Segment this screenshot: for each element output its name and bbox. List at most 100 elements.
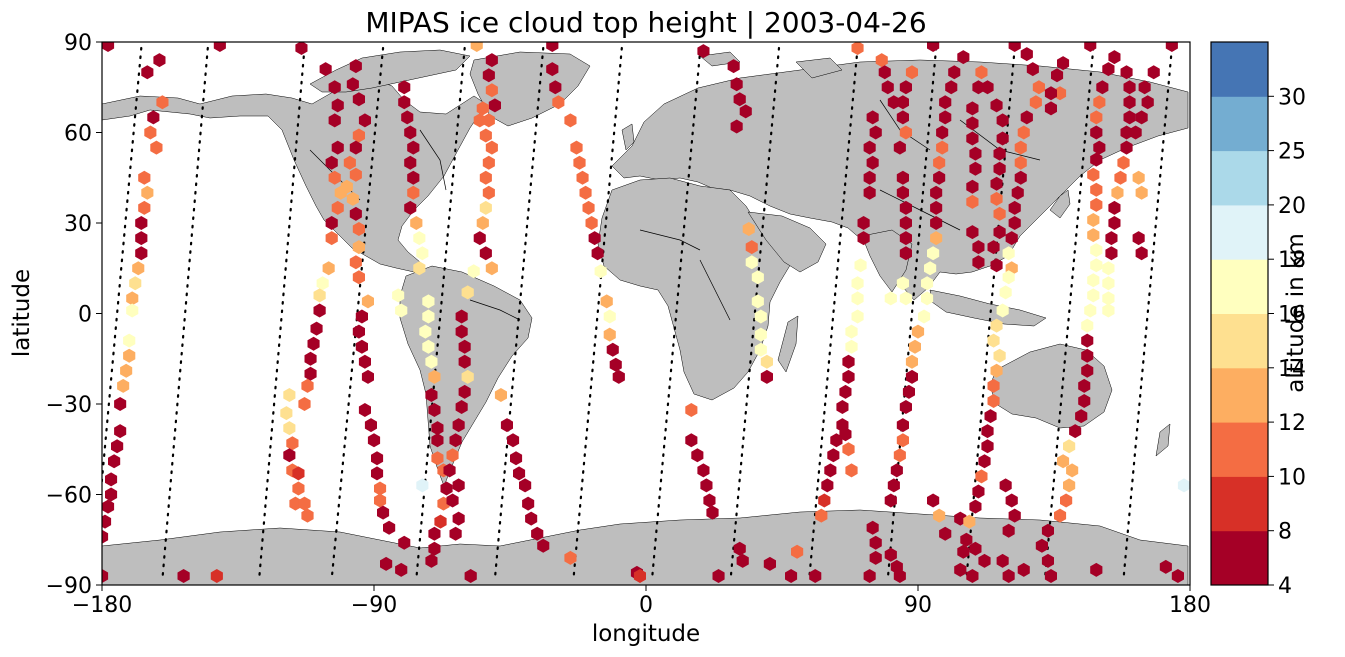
cloud-point-198	[507, 433, 520, 448]
cloud-point-183	[576, 170, 589, 185]
cloud-point-387	[1017, 125, 1030, 140]
cloud-point-448	[1105, 231, 1118, 246]
cloud-point-113	[404, 155, 417, 170]
x-axis-ticks: −180 −90 0 90 180	[72, 585, 1211, 618]
colorbar-bin-9	[1211, 42, 1268, 97]
cloud-point-214	[742, 222, 755, 236]
cloud-point-368	[981, 439, 994, 454]
cloud-point-149	[482, 155, 495, 170]
colorbar-tick-label-6: 18	[1278, 248, 1306, 273]
cloud-point-220	[754, 327, 767, 342]
cloud-point-37	[102, 514, 112, 529]
cloud-point-22	[132, 261, 145, 276]
cloud-point-372	[969, 499, 982, 514]
cloud-point-271	[785, 569, 798, 583]
cloud-point-296	[939, 95, 952, 110]
cloud-point-39	[87, 545, 99, 559]
cloud-point-275	[869, 535, 882, 550]
cloud-point-257	[842, 369, 855, 384]
cloud-point-250	[854, 258, 867, 273]
cloud-point-402	[1035, 538, 1048, 553]
cloud-point-335	[996, 113, 1009, 128]
y-tick-label-2: 30	[64, 212, 92, 237]
cloud-point-374	[978, 553, 991, 568]
cloud-point-465	[1177, 478, 1190, 493]
cloud-point-375	[996, 553, 1009, 568]
cloud-point-2	[295, 42, 308, 55]
cloud-point-73	[298, 496, 311, 511]
cloud-point-397	[1057, 56, 1070, 71]
cloud-point-292	[884, 291, 897, 306]
cloud-point-238	[881, 80, 894, 95]
cloud-point-373	[957, 544, 970, 559]
cloud-point-56	[313, 288, 326, 303]
cloud-point-444	[1114, 170, 1127, 185]
cloud-point-83	[340, 179, 353, 194]
cloud-point-362	[993, 348, 1006, 363]
cloud-point-325	[939, 526, 952, 541]
cloud-point-291	[899, 291, 912, 306]
colorbar-label: altitude in km	[1283, 233, 1309, 393]
cloud-point-36	[102, 499, 115, 514]
cloud-point-370	[975, 469, 988, 484]
cloud-point-297	[939, 110, 952, 125]
cloud-point-196	[494, 388, 507, 402]
cloud-point-232	[736, 553, 749, 568]
cloud-point-300	[933, 155, 946, 170]
y-tick-label-1: 60	[64, 122, 92, 147]
x-tick-label-2: 0	[639, 593, 653, 618]
cloud-point-197	[500, 418, 513, 433]
cloud-point-71	[292, 481, 305, 496]
cloud-point-139	[428, 526, 441, 541]
cloud-point-138	[434, 514, 447, 529]
cloud-point-34	[105, 472, 118, 487]
cloud-point-337	[993, 146, 1006, 161]
cloud-point-101	[374, 481, 387, 496]
cloud-point-322	[884, 493, 897, 508]
y-axis-ticks: 90 60 30 0 −30 −60 −90	[46, 31, 102, 599]
cloud-point-163	[461, 369, 474, 384]
cloud-point-156	[485, 261, 498, 276]
cloud-point-25	[126, 303, 139, 318]
colorbar-bin-3	[1211, 367, 1268, 423]
cloud-point-75	[349, 59, 362, 74]
y-tick-label-6: −90	[46, 574, 92, 599]
cloud-point-264	[827, 448, 840, 463]
cloud-point-408	[1066, 463, 1079, 478]
cloud-point-181	[570, 140, 583, 155]
cloud-point-224	[685, 403, 698, 417]
cloud-point-106	[380, 556, 393, 571]
cloud-point-48	[325, 155, 338, 170]
cloud-point-229	[703, 493, 716, 508]
cloud-point-68	[283, 448, 296, 463]
cloud-point-383	[1026, 62, 1039, 77]
cloud-point-349	[969, 161, 982, 176]
cloud-point-433	[1093, 95, 1106, 110]
cloud-point-438	[1123, 80, 1136, 95]
cloud-point-201	[519, 478, 532, 493]
cloud-point-173	[449, 526, 462, 541]
colorbar-bin-0	[1211, 530, 1268, 586]
cloud-point-270	[791, 544, 804, 559]
cloud-point-88	[349, 255, 362, 270]
orbit-track-8	[729, 46, 781, 581]
colorbar-bin-4	[1211, 313, 1268, 369]
cloud-points	[87, 42, 1190, 583]
cloud-point-122	[395, 303, 408, 318]
cloud-point-186	[585, 216, 598, 230]
colorbar-tick-label-5: 16	[1278, 303, 1306, 328]
cloud-point-3	[470, 42, 483, 52]
cloud-point-40	[102, 569, 109, 583]
cloud-point-380	[1005, 493, 1018, 508]
cloud-point-104	[383, 520, 396, 535]
cloud-point-55	[316, 276, 329, 291]
colorbar-tick-label-8: 25	[1278, 140, 1306, 165]
cloud-point-58	[310, 321, 323, 336]
cloud-point-89	[352, 270, 365, 285]
cloud-point-435	[1102, 62, 1115, 77]
colorbar-bin-5	[1211, 259, 1268, 314]
cloud-point-203	[525, 511, 538, 526]
cloud-point-311	[911, 324, 925, 339]
cloud-point-413	[1078, 394, 1091, 408]
cloud-point-331	[966, 569, 979, 583]
